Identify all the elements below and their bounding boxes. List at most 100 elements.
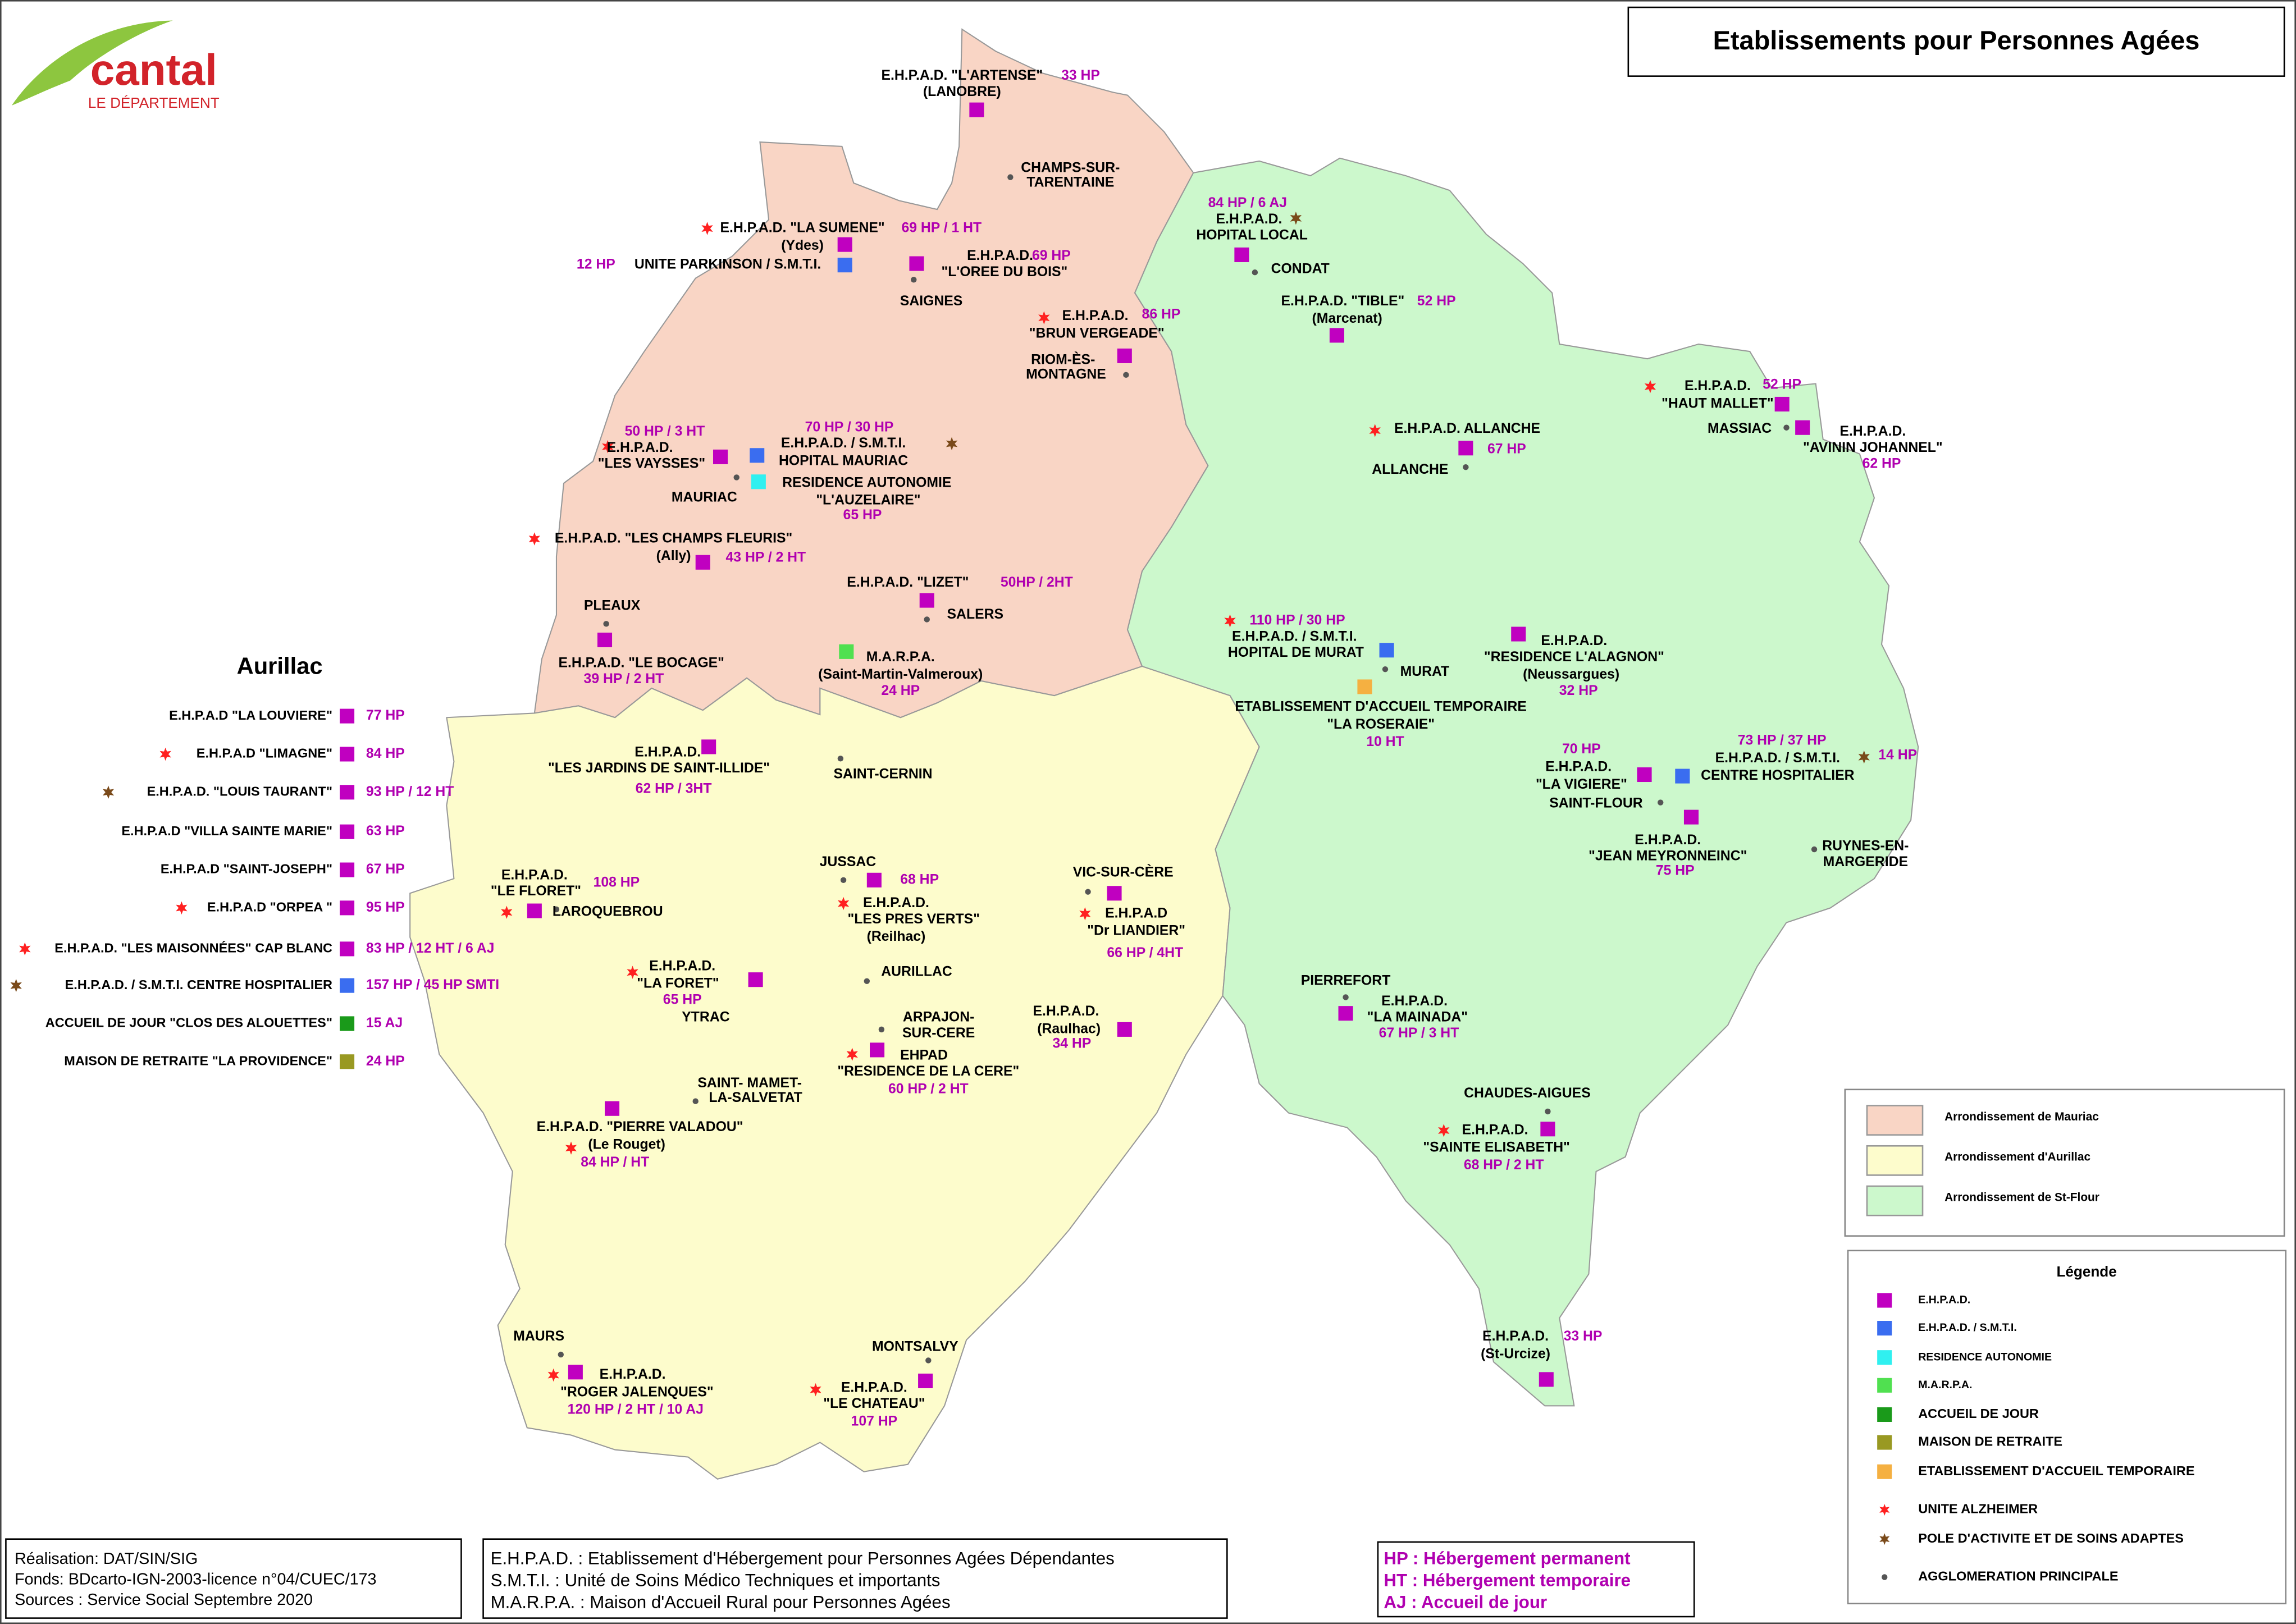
aurillac-capacity: 63 HP bbox=[366, 824, 405, 839]
aurillac-name: E.H.P.A.D "LA LOUVIERE" bbox=[169, 708, 332, 722]
capacity-label: 32 HP bbox=[1559, 683, 1598, 698]
unit-line: AJ : Accueil de jour bbox=[1384, 1593, 1547, 1612]
arrondissement-label: Arrondissement de Mauriac bbox=[1944, 1110, 2099, 1123]
symbol-square bbox=[340, 824, 355, 839]
place-label: E.H.P.A.D. "LE BOCAGE" bbox=[558, 655, 724, 670]
place-label: "LA FORET" bbox=[637, 976, 719, 991]
legend-label: ACCUEIL DE JOUR bbox=[1918, 1406, 2039, 1421]
place-label: CHAUDES-AIGUES bbox=[1464, 1086, 1591, 1101]
place-label: "LES VAYSSES" bbox=[598, 456, 705, 471]
place-label: (Raulhac) bbox=[1037, 1021, 1101, 1036]
aurillac-capacity: 93 HP / 12 HT bbox=[366, 784, 454, 799]
place-label: PIERREFORT bbox=[1301, 973, 1391, 988]
capacity-label: 69 HP bbox=[1032, 248, 1071, 263]
symbol-square bbox=[1675, 768, 1690, 784]
place-label: (Ally) bbox=[656, 548, 691, 564]
capacity-label: 73 HP / 37 HP bbox=[1738, 733, 1827, 748]
symbol-square bbox=[1795, 420, 1810, 435]
capacity-label: 68 HP / 2 HT bbox=[1464, 1158, 1544, 1173]
aurillac-capacity: 77 HP bbox=[366, 708, 405, 723]
logo-swoosh bbox=[11, 20, 173, 106]
symbol-square bbox=[1683, 809, 1699, 825]
place-label: "HAUT MALLET" bbox=[1661, 396, 1774, 411]
aurillac-name: E.H.P.A.D. / S.M.T.I. CENTRE HOSPITALIER bbox=[65, 977, 332, 992]
symbol-dot bbox=[558, 1351, 564, 1358]
capacity-label: 10 HT bbox=[1366, 734, 1404, 749]
credit-line: Fonds: BDcarto-IGN-2003-licence n°04/CUE… bbox=[15, 1570, 376, 1588]
capacity-label: 70 HP / 30 HP bbox=[805, 419, 894, 434]
place-label: UNITE PARKINSON / S.M.T.I. bbox=[635, 257, 821, 272]
place-label: RESIDENCE AUTONOMIE bbox=[782, 475, 951, 490]
place-label: SAINT- MAMET- bbox=[697, 1076, 802, 1091]
symbol-star bbox=[10, 978, 22, 992]
symbol-dot bbox=[1123, 372, 1129, 378]
aurillac-name: E.H.P.A.D. "LOUIS TAURANT" bbox=[147, 784, 332, 798]
symbol-star bbox=[946, 437, 958, 451]
symbol-square bbox=[340, 747, 355, 762]
symbol-dot bbox=[1085, 889, 1091, 895]
aurillac-capacity: 84 HP bbox=[366, 746, 405, 761]
capacity-label: 120 HP / 2 HT / 10 AJ bbox=[568, 1402, 704, 1417]
legend-label: POLE D'ACTIVITE ET DE SOINS ADAPTES bbox=[1918, 1531, 2184, 1545]
place-label: HOPITAL MAURIAC bbox=[779, 453, 908, 468]
place-label: E.H.P.A.D. bbox=[635, 744, 701, 760]
symbol-square bbox=[1338, 1006, 1353, 1021]
place-label: "SAINTE ELISABETH" bbox=[1423, 1140, 1569, 1155]
symbol-square bbox=[918, 1373, 933, 1389]
place-label: ETABLISSEMENT D'ACCUEIL TEMPORAIRE bbox=[1235, 699, 1526, 715]
aurillac-capacity: 15 AJ bbox=[366, 1015, 403, 1031]
place-label: SAIGNES bbox=[900, 294, 962, 309]
logo-name: cantal bbox=[90, 45, 217, 94]
abbreviation-line: E.H.P.A.D. : Etablissement d'Hébergement… bbox=[491, 1548, 1115, 1568]
symbol-square bbox=[1117, 348, 1132, 363]
place-label: E.H.P.A.D. / S.M.T.I. bbox=[781, 436, 906, 451]
symbol-square bbox=[340, 1016, 355, 1031]
symbol-square bbox=[750, 448, 765, 463]
symbol-star bbox=[1369, 424, 1381, 437]
place-label: "LA MAINADA" bbox=[1367, 1010, 1468, 1025]
symbol-dot bbox=[1881, 1574, 1888, 1580]
capacity-label: 110 HP / 30 HP bbox=[1249, 613, 1345, 628]
symbol-dot bbox=[1343, 994, 1349, 1000]
capacity-label: 65 HP bbox=[843, 507, 882, 523]
symbol-square bbox=[527, 903, 542, 918]
place-label: "LA VIGIERE" bbox=[1536, 777, 1627, 792]
place-label: (Ydes) bbox=[781, 238, 824, 253]
place-label: RUYNES-EN- bbox=[1822, 838, 1909, 853]
place-label: SUR-CERE bbox=[902, 1026, 975, 1041]
place-label: (Reilhac) bbox=[867, 929, 926, 944]
credit-line: Sources : Service Social Septembre 2020 bbox=[15, 1591, 313, 1609]
capacity-label: 33 HP bbox=[1061, 68, 1100, 83]
place-label: "LE FLORET" bbox=[491, 884, 581, 899]
abbreviations-box bbox=[482, 1538, 1228, 1619]
place-label: YTRAC bbox=[682, 1010, 729, 1025]
place-label: E.H.P.A.D. bbox=[649, 958, 715, 973]
place-label: CONDAT bbox=[1271, 262, 1330, 277]
logo: cantal LE DÉPARTEMENT bbox=[11, 20, 220, 111]
place-label: E.H.P.A.D. bbox=[607, 440, 673, 455]
symbol-square bbox=[701, 739, 716, 754]
place-label: "L'OREE DU BOIS" bbox=[942, 264, 1068, 280]
capacity-label: 75 HP bbox=[1656, 863, 1695, 879]
place-label: E.H.P.A.D. / S.M.T.I. bbox=[1715, 751, 1840, 766]
legend-swatch bbox=[1877, 1321, 1892, 1336]
place-label: ALLANCHE bbox=[1372, 462, 1448, 477]
abbreviation-line: S.M.T.I. : Unité de Soins Médico Techniq… bbox=[491, 1571, 941, 1590]
place-label: E.H.P.A.D bbox=[1105, 905, 1167, 921]
symbol-star bbox=[528, 532, 541, 546]
symbol-star bbox=[1858, 750, 1870, 764]
place-label: MAURIAC bbox=[672, 490, 737, 505]
capacity-label: 68 HP bbox=[900, 872, 939, 887]
place-label: "Dr LIANDIER" bbox=[1087, 923, 1185, 939]
place-label: MURAT bbox=[1400, 664, 1450, 679]
place-label: "LES JARDINS DE SAINT-ILLIDE" bbox=[548, 761, 770, 776]
symbol-dot bbox=[1252, 269, 1258, 276]
place-label: MONTAGNE bbox=[1026, 367, 1106, 382]
legend-label: RESIDENCE AUTONOMIE bbox=[1918, 1351, 2052, 1363]
aurillac-name: E.H.P.A.D. "LES MAISONNÉES" CAP BLANC bbox=[54, 940, 332, 955]
place-label: "LES PRES VERTS" bbox=[848, 912, 980, 927]
place-label: E.H.P.A.D. bbox=[600, 1367, 666, 1382]
capacity-label: 108 HP bbox=[594, 875, 640, 890]
symbol-square bbox=[568, 1365, 583, 1380]
